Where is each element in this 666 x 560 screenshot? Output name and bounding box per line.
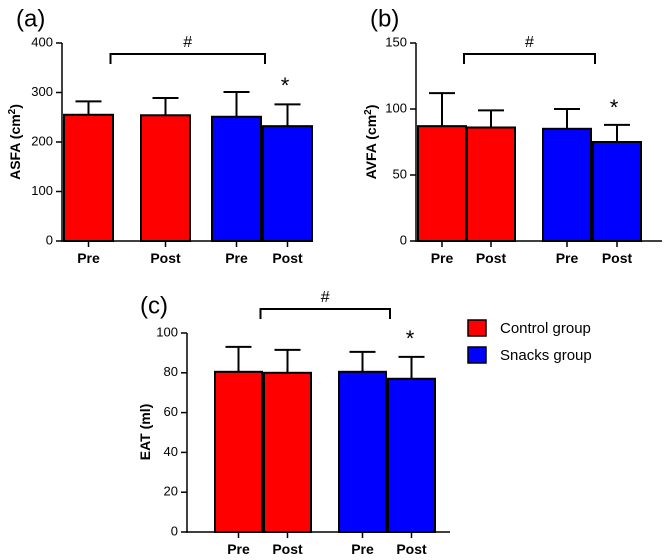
x-category-label: Pre	[77, 250, 100, 266]
legend-label-control: Control group	[500, 320, 591, 337]
x-category-label: Pre	[556, 250, 579, 266]
chart-panel-1: (a) ASFA (cm2) 0 100 200 300 400 Pre Post Pre Post…	[7, 5, 313, 266]
x-category-label: Post	[476, 250, 507, 266]
chart-panel-2: (b) AVFA (cm2) 0 50 100 150 Pre Post Pre Post # *	[363, 5, 662, 266]
bar	[592, 141, 642, 242]
y-tick-label: 300	[31, 84, 53, 99]
y-tick-label: 100	[385, 100, 407, 115]
y-axis-title-end: )	[7, 104, 23, 109]
y-axis-title-superscript: 2	[7, 108, 18, 114]
significance-hash: #	[321, 289, 330, 306]
x-category-label: Pre	[431, 250, 454, 266]
significance-star: *	[406, 326, 415, 351]
bar	[63, 113, 114, 242]
bar	[263, 371, 312, 533]
legend-item-control: Control group	[467, 319, 591, 337]
significance-hash: #	[525, 34, 534, 51]
x-category-label: Pre	[225, 250, 248, 266]
y-tick-label: 400	[31, 34, 53, 49]
x-category-label: Post	[272, 250, 303, 266]
significance-bracket	[109, 53, 266, 64]
bar	[214, 370, 263, 533]
y-tick-label: 100	[31, 183, 53, 198]
y-tick-label: 150	[385, 34, 407, 49]
x-category-label: Post	[396, 541, 427, 557]
bar	[542, 127, 592, 242]
x-category-label: Post	[150, 250, 181, 266]
bar	[211, 115, 262, 242]
y-axis-title: EAT (ml)	[137, 404, 153, 461]
y-tick-label: 80	[164, 364, 178, 379]
legend: Control group Snacks group	[467, 319, 592, 364]
significance-star: *	[610, 95, 619, 120]
y-axis-title: ASFA (cm2)	[7, 104, 24, 180]
y-axis-title-main: ASFA (cm	[7, 114, 23, 180]
chart-panel-3: (c) EAT (ml) 0 20 40 60 80 100 Pre Post Pre Post # *	[137, 289, 450, 557]
significance-star: *	[281, 73, 290, 98]
y-tick-label: 0	[46, 232, 53, 247]
x-category-label: Post	[272, 541, 303, 557]
y-tick-label: 60	[164, 404, 178, 419]
bar	[140, 114, 191, 242]
legend-swatch-snacks	[467, 346, 487, 364]
bar	[466, 126, 516, 242]
y-tick-label: 20	[164, 484, 178, 499]
significance-bracket	[463, 53, 596, 64]
y-tick-label: 40	[164, 444, 178, 459]
y-tick-label: 0	[400, 232, 407, 247]
y-tick-label: 0	[171, 523, 178, 538]
legend-swatch-control	[467, 319, 487, 337]
significance-bracket	[259, 308, 391, 319]
y-tick-label: 50	[393, 166, 407, 181]
panel-label: (c)	[140, 292, 168, 319]
significance-hash: #	[183, 34, 192, 51]
bar	[387, 377, 436, 533]
y-axis-title-end: )	[363, 105, 379, 110]
panel-label: (a)	[16, 5, 45, 32]
x-category-label: Post	[602, 250, 633, 266]
y-axis-title-superscript: 2	[363, 109, 374, 115]
y-axis-title-main: AVFA (cm	[363, 115, 379, 180]
y-axis-title-main: EAT (ml)	[137, 404, 153, 461]
bar	[262, 125, 313, 242]
y-axis-title: AVFA (cm2)	[363, 105, 380, 180]
panel-label: (b)	[370, 5, 399, 32]
bar	[417, 125, 467, 242]
legend-item-snacks: Snacks group	[467, 346, 592, 364]
y-tick-label: 200	[31, 133, 53, 148]
y-tick-label: 100	[156, 324, 178, 339]
bar	[338, 370, 387, 533]
legend-label-snacks: Snacks group	[500, 347, 592, 364]
x-category-label: Pre	[351, 541, 374, 557]
x-category-label: Pre	[227, 541, 250, 557]
